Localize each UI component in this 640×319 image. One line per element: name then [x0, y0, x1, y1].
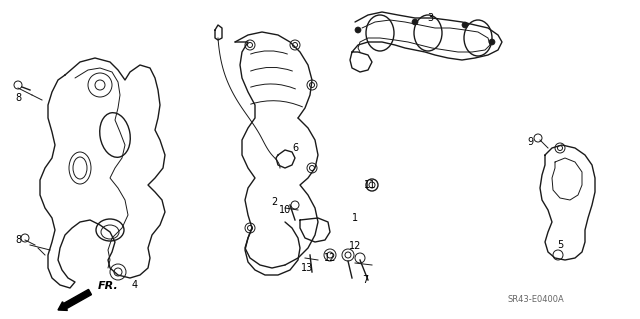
Text: SR43-E0400A: SR43-E0400A	[508, 295, 564, 305]
FancyArrow shape	[58, 289, 92, 310]
Text: 11: 11	[364, 180, 376, 190]
Text: 10: 10	[279, 205, 291, 215]
Circle shape	[489, 39, 495, 45]
Text: 6: 6	[292, 143, 298, 153]
Circle shape	[355, 27, 361, 33]
Text: 12: 12	[349, 241, 361, 251]
Circle shape	[462, 22, 468, 28]
Text: 2: 2	[271, 197, 277, 207]
Text: 5: 5	[557, 240, 563, 250]
Text: FR.: FR.	[98, 281, 119, 291]
Text: 8: 8	[15, 235, 21, 245]
Text: 13: 13	[301, 263, 313, 273]
Text: 9: 9	[527, 137, 533, 147]
Text: 7: 7	[362, 275, 368, 285]
Text: 1: 1	[352, 213, 358, 223]
Circle shape	[412, 19, 418, 25]
Text: 3: 3	[427, 13, 433, 23]
Text: 12: 12	[324, 253, 336, 263]
Text: 4: 4	[132, 280, 138, 290]
Text: 8: 8	[15, 93, 21, 103]
